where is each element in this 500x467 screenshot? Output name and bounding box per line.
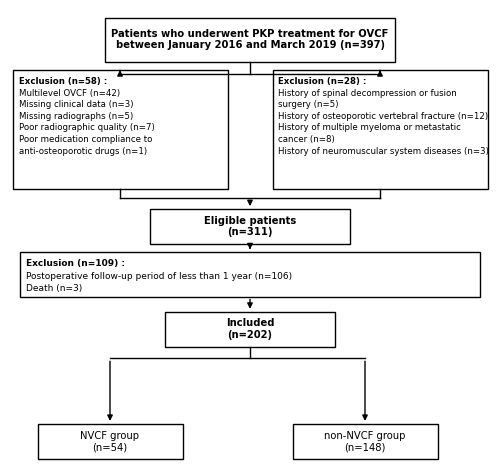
Text: cancer (n=8): cancer (n=8): [278, 135, 335, 144]
Text: Included
(n=202): Included (n=202): [226, 318, 274, 340]
FancyBboxPatch shape: [292, 424, 438, 459]
FancyBboxPatch shape: [272, 70, 488, 189]
FancyBboxPatch shape: [150, 209, 350, 244]
Text: Poor medication compliance to: Poor medication compliance to: [18, 135, 152, 144]
FancyBboxPatch shape: [165, 312, 335, 347]
FancyBboxPatch shape: [38, 424, 182, 459]
Text: Exclusion (n=109) :: Exclusion (n=109) :: [26, 259, 125, 269]
Text: History of osteoporotic vertebral fracture (n=12): History of osteoporotic vertebral fractu…: [278, 112, 488, 121]
Text: Patients who underwent PKP treatment for OVCF
between January 2016 and March 201: Patients who underwent PKP treatment for…: [112, 29, 388, 50]
Text: History of multiple myeloma or metastatic: History of multiple myeloma or metastati…: [278, 123, 462, 133]
Text: Multilevel OVCF (n=42): Multilevel OVCF (n=42): [18, 89, 119, 98]
Text: Death (n=3): Death (n=3): [26, 284, 82, 293]
Text: non-NVCF group
(n=148): non-NVCF group (n=148): [324, 431, 406, 452]
FancyBboxPatch shape: [105, 17, 395, 62]
Text: Eligible patients
(n=311): Eligible patients (n=311): [204, 216, 296, 237]
Text: NVCF group
(n=54): NVCF group (n=54): [80, 431, 140, 452]
Text: Exclusion (n=58) :: Exclusion (n=58) :: [18, 77, 107, 86]
Text: Missing clinical data (n=3): Missing clinical data (n=3): [18, 100, 133, 109]
Text: History of neuromuscular system diseases (n=3): History of neuromuscular system diseases…: [278, 147, 490, 156]
Text: surgery (n=5): surgery (n=5): [278, 100, 339, 109]
Text: History of spinal decompression or fusion: History of spinal decompression or fusio…: [278, 89, 457, 98]
Text: Exclusion (n=28) :: Exclusion (n=28) :: [278, 77, 367, 86]
Text: Poor radiographic quality (n=7): Poor radiographic quality (n=7): [18, 123, 154, 133]
Text: Postoperative follow-up period of less than 1 year (n=106): Postoperative follow-up period of less t…: [26, 272, 292, 281]
Text: anti-osteoporotic drugs (n=1): anti-osteoporotic drugs (n=1): [18, 147, 146, 156]
FancyBboxPatch shape: [20, 252, 480, 297]
FancyBboxPatch shape: [12, 70, 228, 189]
Text: Missing radiographs (n=5): Missing radiographs (n=5): [18, 112, 133, 121]
